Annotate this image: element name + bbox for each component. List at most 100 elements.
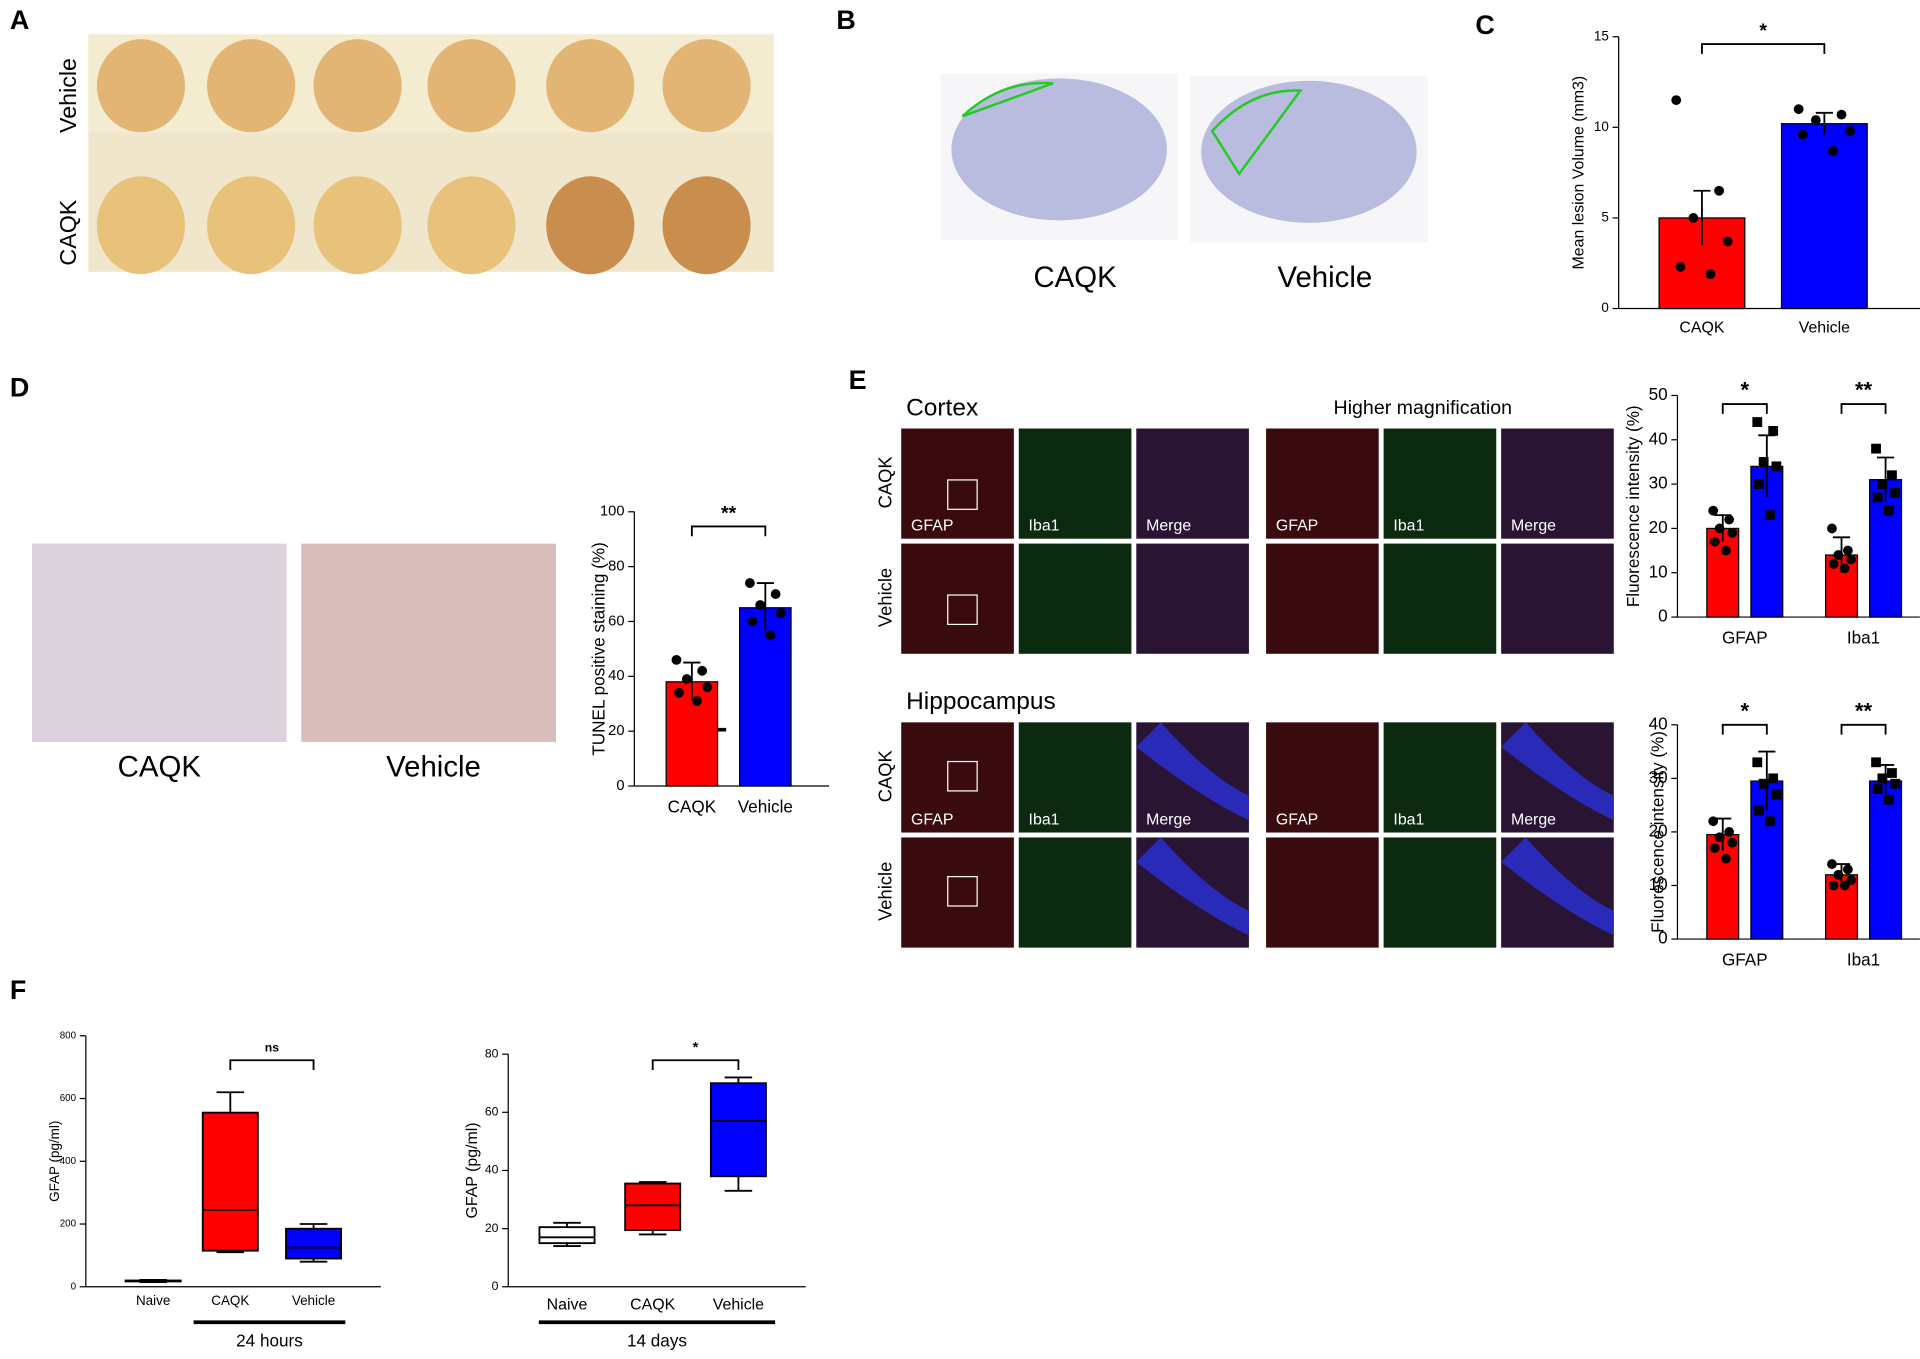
y-tick-label: 10 [1649,874,1668,894]
data-point [1827,859,1837,869]
channel-label: GFAP [1276,518,1318,535]
micrograph [1266,837,1379,948]
data-point [1828,558,1839,569]
data-point [1833,869,1844,880]
caption: CAQK [118,751,202,784]
data-point [702,682,713,693]
data-point [755,600,766,610]
y-tick-label: 10 [1649,561,1668,581]
box [709,1082,767,1178]
data-point [1890,778,1901,789]
significance-label: * [693,1040,699,1056]
x-tick-label: GFAP [1722,628,1768,648]
y-tick-label: 5 [1601,209,1608,224]
panel-label: B [836,5,855,35]
zoom-box [947,594,978,626]
nuclei-band [1136,837,1249,936]
y-tick-label: 80 [608,558,624,574]
y-tick-label: 0 [492,1279,499,1293]
significance-bracket [1721,403,1768,414]
caption: CAQK [1033,261,1117,294]
y-axis-title: GFAP (pg/ml) [47,1121,62,1202]
micrograph [1136,428,1249,539]
data-point [1724,514,1735,525]
significance-label: ns [265,1040,279,1054]
lesion-outline [1210,89,1303,177]
data-point [1871,443,1881,454]
channel-label: Merge [1511,518,1556,535]
data-point [1836,109,1847,120]
channel-label: Iba1 [1393,518,1424,535]
group-label: 24 hours [236,1330,303,1350]
y-axis-title: Fluorescence intensity (%) [1648,731,1668,933]
y-tick-label: 0 [71,1281,77,1292]
data-point [1727,837,1738,848]
y-tick-label: 15 [1594,28,1609,43]
brain [207,176,296,275]
lesion-outline [961,81,1054,118]
bar [1869,780,1903,940]
data-point [770,589,781,599]
micrograph [1018,722,1132,833]
data-point [1721,545,1731,556]
channel-label: GFAP [911,812,953,829]
y-tick-label: 40 [608,668,624,684]
data-point [1828,880,1839,891]
micrograph [1018,428,1132,539]
data-point [1708,505,1719,516]
x-tick-label: Vehicle [738,797,793,817]
data-point [1753,479,1764,489]
data-point [1724,827,1735,837]
y-tick-label: 600 [60,1093,77,1104]
data-point [1793,104,1804,115]
data-point [1890,488,1901,498]
data-point [692,696,702,706]
panel-label: F [10,975,26,1005]
y-tick-label: 30 [1649,473,1668,493]
significance-bracket [1840,403,1887,414]
data-point [671,654,682,665]
data-point [1887,768,1897,778]
data-point [1722,236,1733,247]
data-point [1771,789,1782,800]
significance-bracket [1840,723,1887,735]
y-tick-label: 0 [1658,606,1668,626]
y-tick-label: 30 [1649,767,1668,787]
data-point [1752,757,1763,768]
data-point [1727,527,1738,538]
data-point [1810,115,1821,125]
x-tick-label: GFAP [1722,950,1768,970]
bar [1780,123,1868,310]
data-point [1671,95,1682,106]
data-point [1883,794,1894,805]
data-point [1714,185,1724,196]
row-label: Vehicle [55,58,81,133]
brain [207,39,296,133]
data-point [1765,816,1775,827]
row-label: Vehicle [874,568,895,627]
data-point [1846,554,1856,565]
micrograph [1383,428,1497,539]
y-axis-title: GFAP (pg/ml) [464,1122,481,1218]
y-tick-label: 200 [60,1219,77,1230]
y-tick-label: 80 [485,1046,499,1060]
caption: Vehicle [1277,261,1372,294]
data-point [1839,880,1850,891]
photo [88,132,774,272]
section-title: Cortex [906,394,978,421]
data-point [1872,784,1883,794]
x-tick-label: Vehicle [713,1296,764,1313]
data-point [1877,773,1888,784]
significance-bracket [1701,43,1826,54]
data-point [1714,832,1725,843]
nuclei-band [1501,722,1614,821]
data-point [1752,417,1763,427]
zoom-box [947,876,978,907]
y-tick-label: 50 [1649,384,1668,404]
y-tick-label: 800 [60,1030,77,1041]
micrograph [901,837,1014,948]
significance-bracket [229,1059,315,1071]
brain-slice [1201,80,1417,223]
brain [96,176,186,275]
data-point [1768,426,1779,436]
